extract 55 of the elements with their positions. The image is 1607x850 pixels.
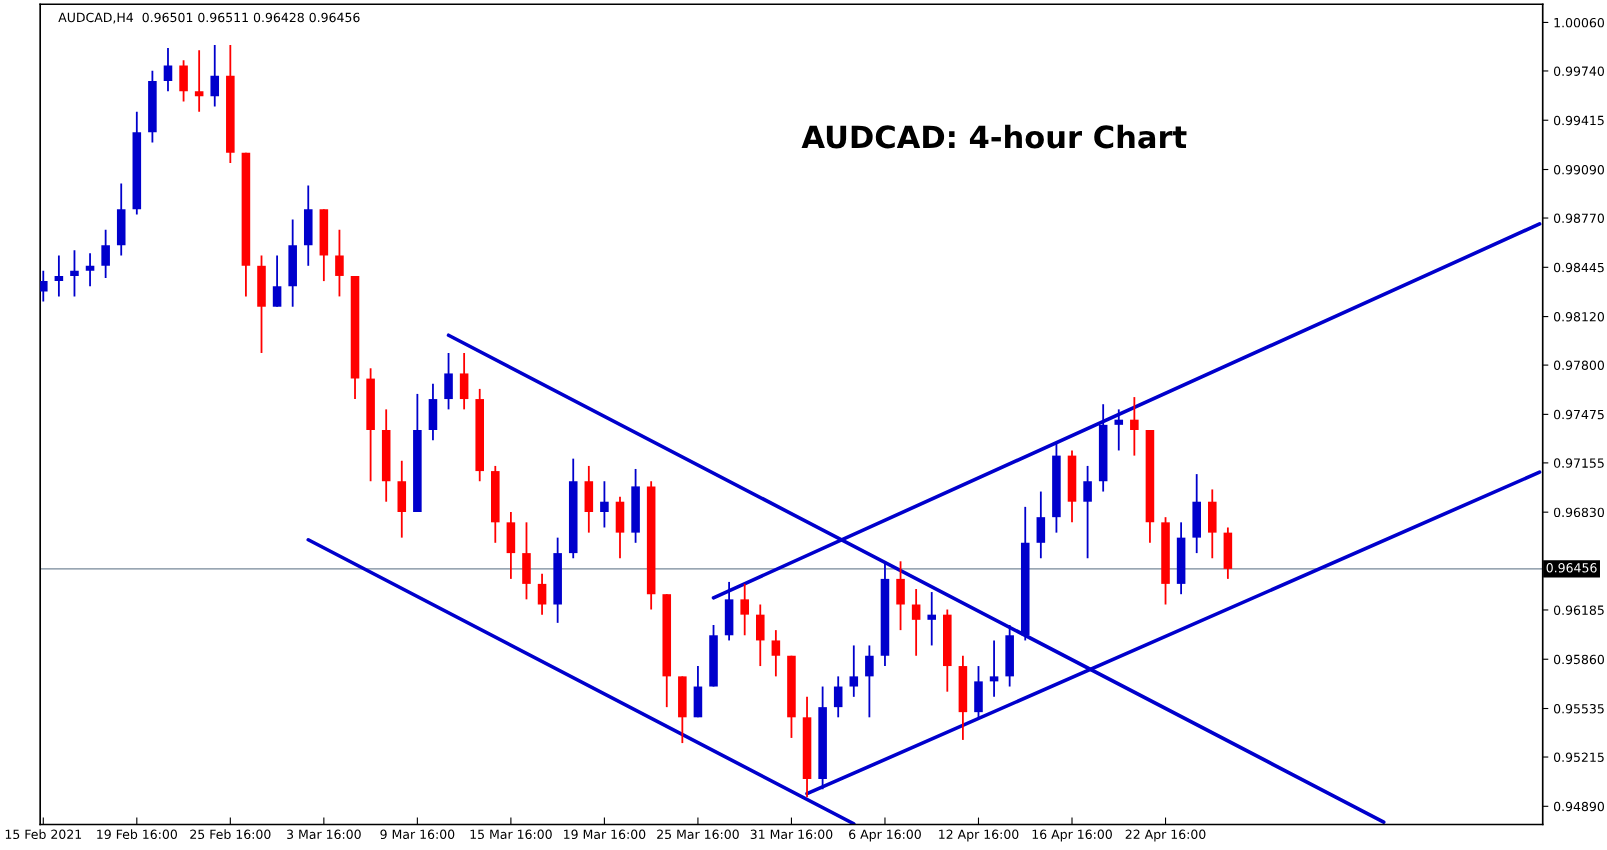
candlestick [54, 254, 64, 298]
candlestick [771, 629, 781, 678]
x-tick-label: 19 Mar 16:00 [564, 829, 646, 840]
y-tick-label: 0.98445 [1553, 262, 1604, 273]
candlestick [1114, 408, 1124, 452]
y-tick-label: 0.99415 [1553, 115, 1604, 126]
candlestick [537, 572, 547, 616]
x-tick-label: 3 Mar 16:00 [287, 829, 361, 840]
y-tick-label: 0.99740 [1553, 66, 1604, 76]
text: AUDCAD: 4-hour Chart [801, 124, 1187, 149]
candlestick [210, 44, 220, 108]
candlestick [101, 228, 110, 279]
y-tick-label: 0.94890 [1553, 801, 1604, 812]
candlestick [740, 582, 749, 637]
candlestick [833, 675, 843, 719]
candlestick [40, 269, 48, 303]
candlestick [194, 49, 204, 113]
x-tick-label: 31 Mar 16:00 [750, 829, 833, 840]
x-tick-label: 9 Mar 16:00 [380, 829, 455, 840]
candlestick [865, 644, 874, 719]
x-tick-label: 25 Feb 16:00 [190, 829, 271, 840]
y-tick-label: 1.00060 [1554, 17, 1604, 28]
candlestick [163, 47, 173, 93]
candlestick [989, 639, 999, 698]
candlestick [849, 644, 859, 698]
candlestick [335, 228, 344, 298]
x-tick-label: 6 Apr 16:00 [849, 829, 921, 842]
y-tick-label: 0.97800 [1553, 360, 1604, 371]
ref-line-label: 0.96456 [1546, 563, 1597, 573]
y-tick-label: 0.98120 [1553, 312, 1604, 322]
y-tick-label: 0.96830 [1553, 507, 1604, 518]
candlestick [927, 591, 937, 647]
x-tick-label: 12 Apr 16:00 [939, 829, 1019, 842]
y-tick-label: 0.97155 [1553, 458, 1604, 468]
x-tick-label: 22 Apr 16:00 [1125, 829, 1206, 842]
y-tick-label: 0.95215 [1553, 752, 1604, 762]
x-tick-label: 15 Feb 2021 [5, 829, 82, 840]
y-tick-label: 0.96185 [1553, 605, 1604, 615]
x-tick-label: 25 Mar 16:00 [657, 829, 739, 840]
candlestick [1130, 396, 1139, 457]
candlestick [85, 252, 95, 288]
y-tick-label: 0.95535 [1553, 703, 1604, 714]
y-tick-label: 0.98770 [1553, 213, 1604, 223]
x-tick-label: 19 Feb 16:00 [97, 829, 177, 840]
x-tick-label: 15 Mar 16:00 [470, 829, 552, 840]
y-tick-label: 0.99090 [1553, 164, 1604, 175]
annotation: AUDCAD,H4 0.96501 0.96511 0.96428 0.96456 [58, 12, 360, 24]
y-tick-label: 0.97475 [1553, 409, 1604, 420]
candlestick [272, 254, 282, 308]
candlestick [1083, 465, 1092, 560]
y-tick-label: 0.95860 [1553, 654, 1604, 665]
candlestick [600, 480, 609, 529]
candlestick [70, 249, 79, 298]
x-tick-label: 16 Apr 16:00 [1032, 829, 1112, 842]
candlestick [911, 588, 921, 657]
